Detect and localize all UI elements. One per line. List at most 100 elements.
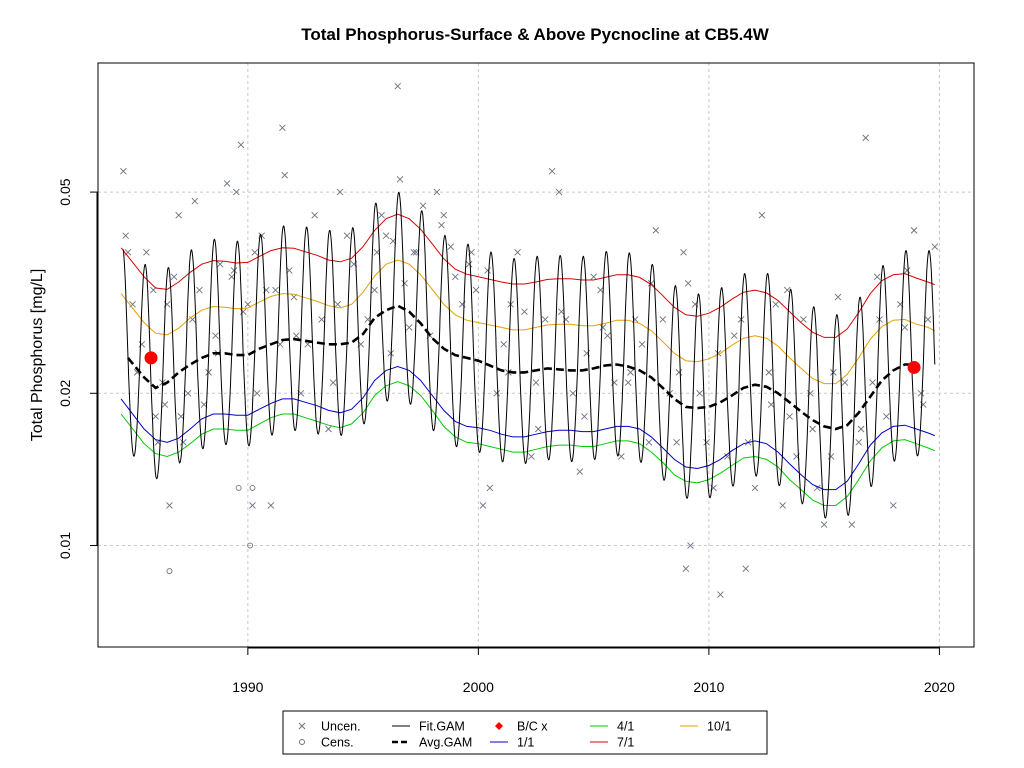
- series-line-fit-gam: [122, 191, 936, 519]
- uncensored-point: [279, 124, 286, 132]
- uncensored-point: [396, 175, 404, 183]
- uncensored-point: [170, 273, 178, 281]
- censored-point: [166, 568, 173, 575]
- uncensored-point: [901, 324, 909, 331]
- uncensored-point: [191, 197, 199, 205]
- uncensored-point: [382, 232, 390, 239]
- uncensored-point: [281, 171, 289, 179]
- uncensored-point: [184, 389, 192, 397]
- uncensored-point: [541, 316, 549, 323]
- uncensored-point: [239, 308, 247, 316]
- uncensored-point: [548, 167, 556, 175]
- uncensored-point: [869, 379, 876, 386]
- uncensored-point: [717, 591, 724, 598]
- uncensored-point: [675, 369, 683, 376]
- bc-point: [907, 360, 921, 374]
- censored-point: [249, 484, 256, 491]
- legend-item-fit-gam: Fit.GAM: [392, 720, 465, 734]
- uncensored-point: [251, 249, 259, 256]
- uncensored-point: [196, 286, 203, 294]
- legend-item-ratio-4-1: 4/1: [590, 720, 634, 734]
- uncensored-point: [451, 273, 459, 281]
- legend-label: Avg.GAM: [419, 736, 472, 750]
- uncensored-point: [438, 221, 445, 229]
- uncensored-point: [617, 453, 625, 460]
- uncensored-point: [779, 502, 786, 509]
- x-tick-label: 1990: [232, 679, 263, 695]
- plot-area-frame: [97, 62, 975, 648]
- uncensored-point: [581, 413, 588, 420]
- uncensored-point: [292, 332, 300, 340]
- censored-point: [247, 542, 254, 549]
- uncensored-point: [120, 167, 127, 175]
- uncensored-point: [129, 300, 136, 308]
- uncensored-point: [627, 369, 634, 376]
- uncensored-point: [405, 324, 413, 331]
- uncensored-point: [645, 438, 653, 446]
- legend-label: 1/1: [517, 736, 534, 750]
- legend-label: 4/1: [617, 720, 634, 734]
- uncensored-point: [179, 438, 187, 446]
- x-tick-label: 2000: [463, 679, 494, 695]
- uncensored-point: [682, 565, 690, 572]
- uncensored-point: [800, 316, 807, 323]
- legend-symbol-diamond: [495, 722, 503, 730]
- uncensored-point: [742, 565, 750, 572]
- uncensored-point: [862, 134, 869, 142]
- y-axis-label: Total Phosphorus [mg/L]: [29, 269, 46, 442]
- uncensored-point: [924, 316, 932, 323]
- uncensored-point: [343, 232, 351, 239]
- legend: Uncen. Cens. Fit.GAM Avg.GAM B/C x 1/1 4/1 7/1 1…: [282, 710, 768, 755]
- uncensored-point: [855, 438, 863, 446]
- uncensored-point: [500, 340, 508, 348]
- legend-label: Fit.GAM: [419, 720, 465, 734]
- uncensored-point: [910, 227, 918, 234]
- legend-item-ratio-1-1: 1/1: [490, 736, 534, 750]
- uncensored-point: [479, 502, 487, 509]
- uncensored-point: [673, 438, 680, 446]
- uncensored-point: [680, 249, 687, 256]
- uncensored-point: [767, 401, 775, 408]
- uncensored-point: [638, 340, 646, 348]
- uncensored-point: [272, 286, 279, 294]
- uncensored-point: [809, 425, 816, 433]
- legend-label: 10/1: [707, 720, 731, 734]
- series-line-ratio-1-1: [120, 365, 935, 491]
- chart-title: Total Phosphorus-Surface & Above Pycnocl…: [301, 25, 770, 44]
- uncensored-point: [152, 413, 159, 420]
- y-tick-label: 0.05: [57, 178, 73, 205]
- legend-label: Uncen.: [321, 720, 361, 734]
- uncensored-point: [647, 280, 655, 287]
- uncensored-point: [484, 267, 491, 274]
- uncensored-point: [493, 389, 501, 397]
- uncensored-point: [659, 316, 667, 323]
- uncensored-point: [228, 273, 236, 281]
- uncensored-point: [177, 413, 185, 420]
- uncensored-point: [230, 267, 238, 274]
- uncensored-point: [783, 286, 791, 294]
- uncensored-point: [772, 300, 780, 308]
- y-tick-label: 0.02: [57, 379, 73, 406]
- uncensored-point: [703, 438, 710, 446]
- uncensored-point: [841, 379, 849, 386]
- uncensored-point: [827, 453, 835, 460]
- x-tick-label: 2010: [693, 679, 724, 695]
- uncensored-point: [857, 425, 865, 433]
- uncensored-point: [410, 249, 418, 256]
- legend-label: B/C x: [517, 720, 548, 734]
- uncensored-point: [465, 260, 473, 268]
- uncensored-point: [883, 413, 890, 420]
- bc-markers: [144, 351, 921, 374]
- uncensored-point: [786, 413, 793, 420]
- uncensored-point: [122, 232, 129, 239]
- axes: 1990 2000 2010 2020 0.01 0.02 0.05: [57, 178, 955, 695]
- legend-symbol-circle: [299, 739, 305, 745]
- x-tick-label: 2020: [924, 679, 955, 695]
- uncensored-point: [597, 286, 604, 294]
- uncensored-point: [558, 308, 565, 316]
- legend-item-avg-gam: Avg.GAM: [392, 736, 472, 750]
- uncensored-point: [765, 369, 773, 376]
- series-lines: [120, 191, 936, 519]
- uncensored-point: [599, 324, 607, 331]
- uncensored-point: [889, 502, 897, 509]
